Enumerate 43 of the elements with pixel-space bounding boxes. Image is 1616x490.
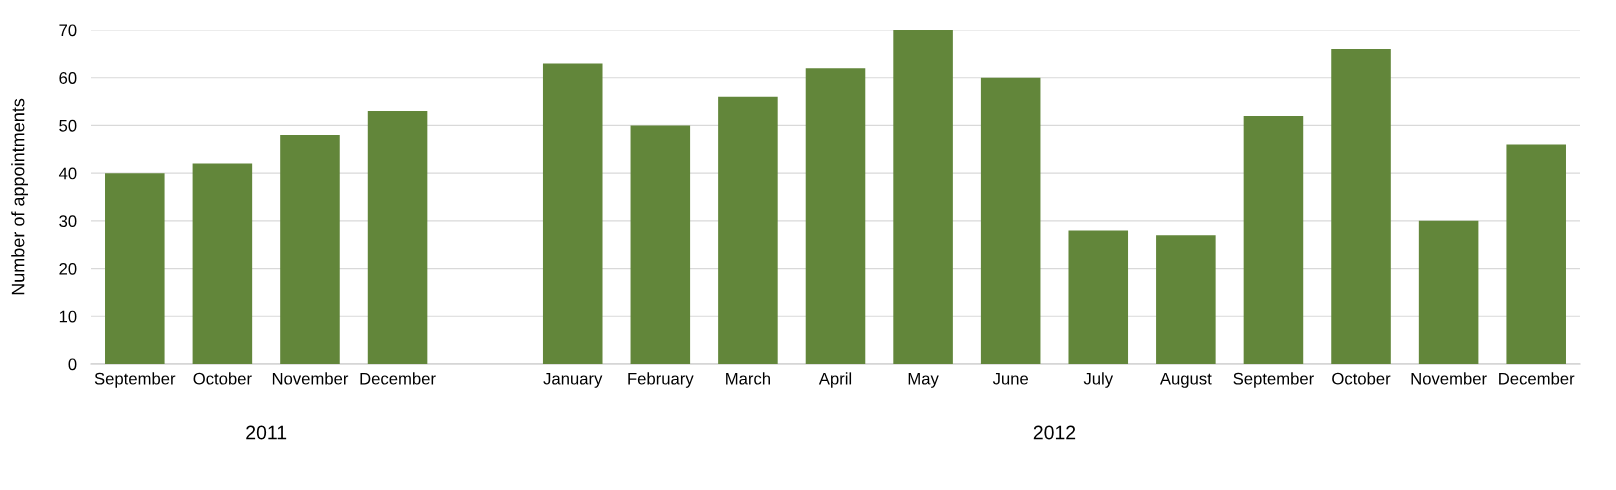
x-tick-label: July xyxy=(1083,372,1114,388)
text: 2011 xyxy=(246,425,287,440)
y-tick-label: 70 xyxy=(59,24,77,37)
x-tick-label: November xyxy=(272,372,349,385)
x-tick-label: December xyxy=(1499,372,1575,385)
bar xyxy=(805,68,866,364)
bar xyxy=(1331,49,1391,364)
bar xyxy=(1068,230,1129,364)
x-tick-label: October xyxy=(193,372,252,385)
x-tick-label: February xyxy=(628,372,694,388)
bar xyxy=(1418,220,1479,364)
y-tick-label: 20 xyxy=(59,262,77,275)
x-tick-label: May xyxy=(908,372,939,388)
y-axis-title: Number of appointments xyxy=(11,98,29,295)
y-tick-label: 40 xyxy=(58,167,77,180)
bar xyxy=(1243,115,1304,364)
y-tick-label: 0 xyxy=(68,358,77,371)
bar xyxy=(280,134,340,364)
x-tick-label: September xyxy=(1233,372,1314,388)
bar xyxy=(1156,235,1216,364)
y-tick-label: 10 xyxy=(59,310,77,323)
bar xyxy=(630,125,691,364)
y-tick-label: 50 xyxy=(59,119,77,132)
x-tick-label: September xyxy=(94,372,176,388)
bar xyxy=(542,63,603,364)
text: 2012 xyxy=(1033,425,1076,440)
x-tick-label: March xyxy=(726,372,770,385)
y-tick-label: 60 xyxy=(59,72,77,84)
bar xyxy=(718,96,778,364)
x-tick-label: June xyxy=(992,372,1029,385)
x-tick-label: October xyxy=(1332,372,1391,385)
x-tick-label: August xyxy=(1159,372,1212,388)
x-tick-label: November xyxy=(1411,372,1487,385)
bar xyxy=(105,173,165,364)
bar xyxy=(893,30,953,364)
bar xyxy=(367,111,428,364)
bar xyxy=(192,163,253,364)
bar xyxy=(980,77,1041,364)
y-tick-label: 30 xyxy=(59,215,77,228)
x-tick-label: January xyxy=(543,372,603,388)
x-tick-label: April xyxy=(818,372,852,388)
bar xyxy=(1506,144,1566,364)
x-tick-label: December xyxy=(360,372,436,385)
